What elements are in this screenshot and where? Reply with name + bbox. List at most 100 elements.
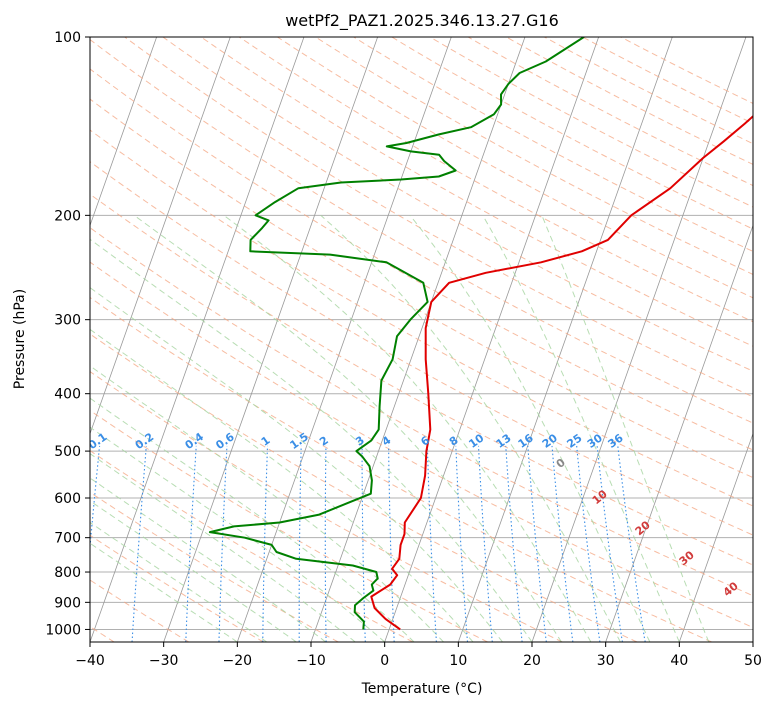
mixing-ratio-label: 0.6 (213, 430, 237, 452)
dry-adiabat-line (316, 37, 775, 642)
y-tick-label: 800 (54, 565, 81, 581)
isotherm-line (90, 37, 304, 642)
moist-adiabat-line (0, 215, 326, 642)
moist-adiabats (0, 215, 709, 642)
mixing-ratio-label: 1 (259, 434, 273, 449)
mixing-ratio-line (186, 446, 196, 642)
y-tick-label: 100 (54, 30, 81, 46)
x-tick-label: −30 (149, 653, 179, 669)
mixing-ratio-line (427, 446, 436, 642)
y-axis-ticks: 100 200 300 400 500 600 700 800 900 1000 (45, 30, 90, 638)
mixing-ratio-line (82, 446, 100, 642)
dry-adiabat-line (10, 37, 775, 642)
dry-adiabat-line (468, 37, 775, 642)
mixing-ratio-label: 13 (494, 431, 514, 450)
x-tick-label: −40 (75, 653, 105, 669)
moist-adiabat-line (134, 215, 561, 642)
moist-adiabat-line (0, 215, 237, 642)
x-tick-label: 10 (449, 653, 467, 669)
y-tick-label: 300 (54, 313, 81, 329)
x-tick-label: 50 (744, 653, 762, 669)
y-tick-label: 900 (54, 595, 81, 611)
moist-adiabat-line (483, 215, 680, 642)
x-axis-ticks: −40 −30 −20 −10 0 10 20 30 40 50 (75, 642, 762, 669)
mixing-ratio-line (618, 446, 645, 642)
isotherm-line (679, 37, 775, 642)
dry-adiabat-line (87, 37, 775, 642)
x-tick-label: −10 (296, 653, 326, 669)
dry-adiabat-line (0, 37, 562, 642)
mixing-ratio-label: 16 (516, 431, 536, 451)
dry-adiabat-line (392, 37, 775, 642)
isotherm-line (0, 37, 9, 642)
dry-adiabat-line (0, 37, 189, 642)
mixing-ratio-line (299, 446, 301, 642)
mixing-ratio-line (528, 446, 547, 642)
mixing-ratio-label: 30 (585, 431, 605, 451)
mixing-ratio-label: 3 (353, 434, 367, 449)
x-axis-label: Temperature (°C) (361, 681, 483, 697)
dewpoint-profile-line (210, 37, 584, 629)
y-tick-label: 200 (54, 208, 81, 224)
x-tick-label: 20 (523, 653, 541, 669)
isotherm-line (753, 37, 775, 642)
dry-adiabat-line (277, 37, 775, 642)
mixing-ratio-label: 20 (540, 431, 560, 451)
mixing-ratio-label: 10 (466, 431, 486, 451)
y-tick-label: 700 (54, 531, 81, 547)
mixing-ratio-line (597, 446, 622, 642)
y-tick-label: 400 (54, 387, 81, 403)
isotherm-line (16, 37, 230, 642)
y-tick-label: 1000 (45, 622, 81, 638)
mixing-ratio-line (132, 446, 146, 642)
dry-adiabat-line (0, 37, 637, 642)
mixing-ratio-line (506, 446, 522, 642)
chart-title: wetPf2_PAZ1.2025.346.13.27.G16 (285, 11, 559, 31)
mixing-ratio-line (577, 446, 600, 642)
dry-adiabats (0, 37, 775, 642)
isotherm-line (385, 37, 599, 642)
x-tick-label: 40 (670, 653, 688, 669)
moist-adiabat-line (542, 215, 709, 642)
y-tick-label: 600 (54, 491, 81, 507)
dry-adiabat-line (0, 37, 775, 642)
dry-adiabat-line (239, 37, 775, 642)
dry-adiabat-line (621, 37, 775, 642)
moist-adiabat-line (410, 215, 650, 642)
plot-frame (90, 37, 753, 642)
isotherm-lines (0, 37, 775, 642)
adiabat-labels: 0.10.20.40.611.52346810131620253036-100-… (0, 56, 741, 599)
plot-area: 0.10.20.40.611.52346810131620253036-100-… (0, 37, 775, 642)
mixing-ratio-line (389, 446, 395, 642)
moist-adiabat-line (0, 215, 296, 642)
mixing-ratio-label: 6 (418, 433, 432, 448)
y-tick-label: 500 (54, 444, 81, 460)
mixing-ratio-line (362, 446, 365, 642)
dry-adiabat-label: -10 (0, 424, 21, 448)
dry-adiabat-line (0, 37, 775, 642)
isotherm-line (532, 37, 746, 642)
x-tick-label: 0 (380, 653, 389, 669)
dry-adiabat-line (0, 37, 775, 642)
dry-adiabat-line (0, 37, 338, 642)
dry-adiabat-line (48, 37, 775, 642)
y-axis-label: Pressure (hPa) (12, 289, 28, 389)
isotherm-line (458, 37, 672, 642)
x-tick-label: 30 (597, 653, 615, 669)
moist-adiabat-label: 30 (677, 548, 697, 568)
mixing-ratio-label: 2 (317, 434, 331, 449)
mixing-ratio-line (479, 446, 493, 642)
dry-adiabat-line (0, 37, 775, 642)
moist-adiabat-label: 20 (633, 518, 653, 538)
dry-adiabat-line (0, 37, 712, 642)
mixing-ratio-label: 36 (606, 431, 626, 451)
x-tick-label: −20 (223, 653, 253, 669)
moist-adiabat-line (0, 215, 355, 642)
moist-adiabat-label: 40 (721, 579, 741, 599)
dry-adiabat-line (0, 37, 775, 642)
mixing-ratio-label: 4 (380, 433, 394, 448)
mixing-ratio-line (325, 446, 326, 642)
mixing-ratio-label: 0.2 (133, 430, 156, 452)
